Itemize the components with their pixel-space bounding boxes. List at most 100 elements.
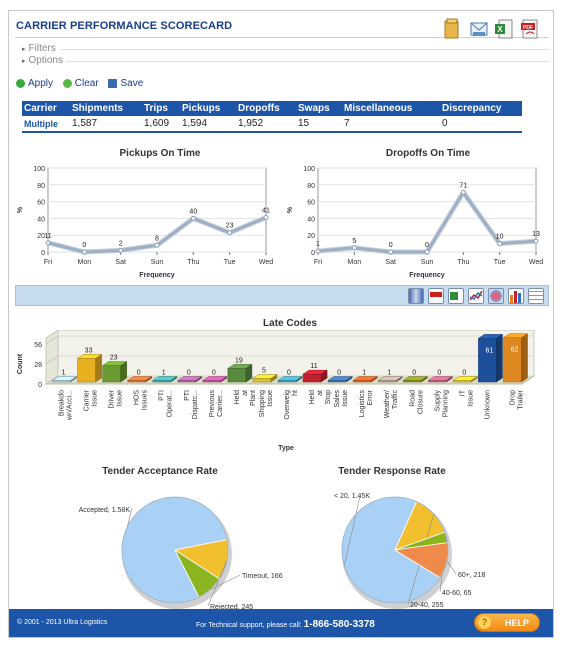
y-tick-label: 100 — [303, 166, 315, 173]
x-tick-label: PreviousCarrier... — [209, 390, 224, 418]
x-tick-label-line: ht — [292, 390, 299, 396]
bar — [277, 376, 303, 383]
data-point — [533, 238, 539, 244]
data-label: 1 — [387, 370, 391, 377]
pie-chart-icon[interactable] — [488, 288, 504, 304]
export-toolbar: X PDF — [442, 18, 544, 42]
y-tick-label: 56 — [34, 342, 42, 349]
page-title: CARRIER PERFORMANCE SCORECARD — [16, 20, 233, 32]
x-tick-label-line: Carrier — [84, 389, 91, 411]
x-tick-label-line: Issue — [467, 390, 474, 407]
filters-label: Filters — [28, 43, 56, 54]
data-label: 61 — [486, 347, 494, 354]
data-label: 0 — [82, 242, 86, 249]
folder-icon[interactable] — [442, 18, 462, 40]
excel-icon[interactable] — [448, 288, 464, 304]
x-tick-label: Overweight — [284, 390, 299, 420]
line-chart-icon[interactable] — [468, 288, 484, 304]
x-tick-label-line: Operat... — [167, 390, 174, 417]
pie-outline — [121, 496, 229, 604]
data-label: 41 — [262, 208, 270, 215]
data-label: 40 — [189, 208, 197, 215]
bar-side — [195, 376, 203, 383]
clear-button[interactable]: Clear — [62, 78, 99, 89]
col-header-dropoffs: Dropoffs — [236, 101, 296, 116]
late-codes-title: Late Codes — [263, 318, 317, 329]
x-tick-label-line: Issue — [267, 390, 274, 407]
summary-table: Carrier Shipments Trips Pickups Dropoffs… — [22, 101, 522, 133]
apply-label: Apply — [28, 78, 54, 89]
x-tick-label-line: IT — [459, 389, 466, 396]
slice-label: < 20, 1.45K — [334, 493, 370, 500]
bar-side — [521, 333, 528, 383]
excel-icon[interactable]: X — [494, 18, 514, 40]
pdf-icon[interactable] — [428, 288, 444, 304]
chevron-right-icon: ▸ — [22, 58, 26, 65]
bar-side — [345, 376, 353, 383]
y-tick-label: 28 — [34, 362, 42, 369]
save-button[interactable]: Save — [108, 78, 143, 89]
slice-label: Rejected, 245 — [210, 604, 253, 611]
leader-line — [207, 559, 228, 607]
x-tick-label: Fri — [44, 259, 53, 266]
data-label: 71 — [459, 182, 467, 189]
bar-side — [320, 369, 328, 383]
y-tick-label: 0 — [41, 250, 45, 257]
help-icon: ? — [478, 616, 491, 629]
data-point — [424, 249, 430, 255]
col-header-miscellaneous: Miscellaneous — [342, 101, 440, 116]
x-tick-label-line: Supply — [434, 390, 441, 412]
x-tick-label: Tue — [224, 259, 236, 266]
x-tick-label: Sat — [115, 259, 126, 266]
data-label: 62 — [511, 347, 519, 354]
bar-chart-icon[interactable] — [508, 288, 524, 304]
dropoffs-chart-title: Dropoffs On Time — [385, 148, 471, 159]
bar-front — [478, 338, 497, 383]
apply-button[interactable]: Apply — [16, 78, 53, 89]
bar — [227, 363, 253, 383]
x-tick-label-line: PTI — [159, 390, 166, 401]
x-tick-label-line: Dispatc... — [192, 390, 199, 419]
carrier-multiple-link[interactable]: Multiple — [22, 116, 70, 133]
x-tick-label: HOSIssues — [134, 390, 149, 411]
options-toggle[interactable]: ▸ Options — [22, 55, 63, 66]
x-axis-label: Frequency — [139, 272, 175, 279]
cylinder-chart-icon[interactable] — [408, 288, 424, 304]
cell-dropoffs: 1,952 — [236, 116, 296, 133]
bar-front — [302, 373, 322, 383]
filters-toggle[interactable]: ▸ Filters — [22, 43, 56, 54]
x-tick-label: Sun — [151, 259, 164, 266]
x-tick-label-line: Sales — [334, 390, 341, 408]
data-point — [81, 249, 87, 255]
support-phone: 1-866-580-3378 — [303, 619, 375, 630]
bar — [302, 369, 328, 383]
help-button[interactable]: ? HELP — [474, 613, 540, 632]
save-label: Save — [120, 78, 144, 89]
leader-line — [446, 560, 457, 575]
footer: © 2001 - 2013 Ultra Logistics For Techni… — [9, 609, 553, 637]
bar — [327, 376, 353, 383]
table-icon[interactable] — [528, 288, 544, 304]
x-tick-label: CarrierIssue — [84, 389, 99, 411]
check-icon — [16, 79, 25, 88]
bar-side — [446, 376, 453, 383]
data-label: 0 — [412, 370, 416, 377]
data-label: 11 — [44, 233, 51, 240]
gridline — [45, 375, 59, 385]
col-header-trips: Trips — [142, 101, 180, 116]
chevron-right-icon: ▸ — [22, 46, 26, 53]
x-tick-label-line: Overweig — [284, 390, 291, 420]
bar-side — [70, 376, 77, 383]
x-tick-label: DropTrailer — [509, 389, 524, 409]
x-tick-label-line: Held — [309, 390, 316, 405]
slice-label: 40-60, 65 — [442, 590, 472, 597]
slice-label: 60+, 218 — [458, 572, 486, 579]
pdf-icon[interactable]: PDF — [520, 18, 540, 40]
email-icon[interactable] — [469, 18, 489, 40]
x-tick-label-line: Carrier... — [217, 390, 224, 417]
clear-icon — [62, 79, 72, 88]
data-label: 0 — [212, 370, 216, 377]
x-tick-label-line: Planning — [442, 390, 449, 417]
data-label: 1 — [162, 370, 166, 377]
x-tick-label-line: Drop — [509, 390, 516, 405]
